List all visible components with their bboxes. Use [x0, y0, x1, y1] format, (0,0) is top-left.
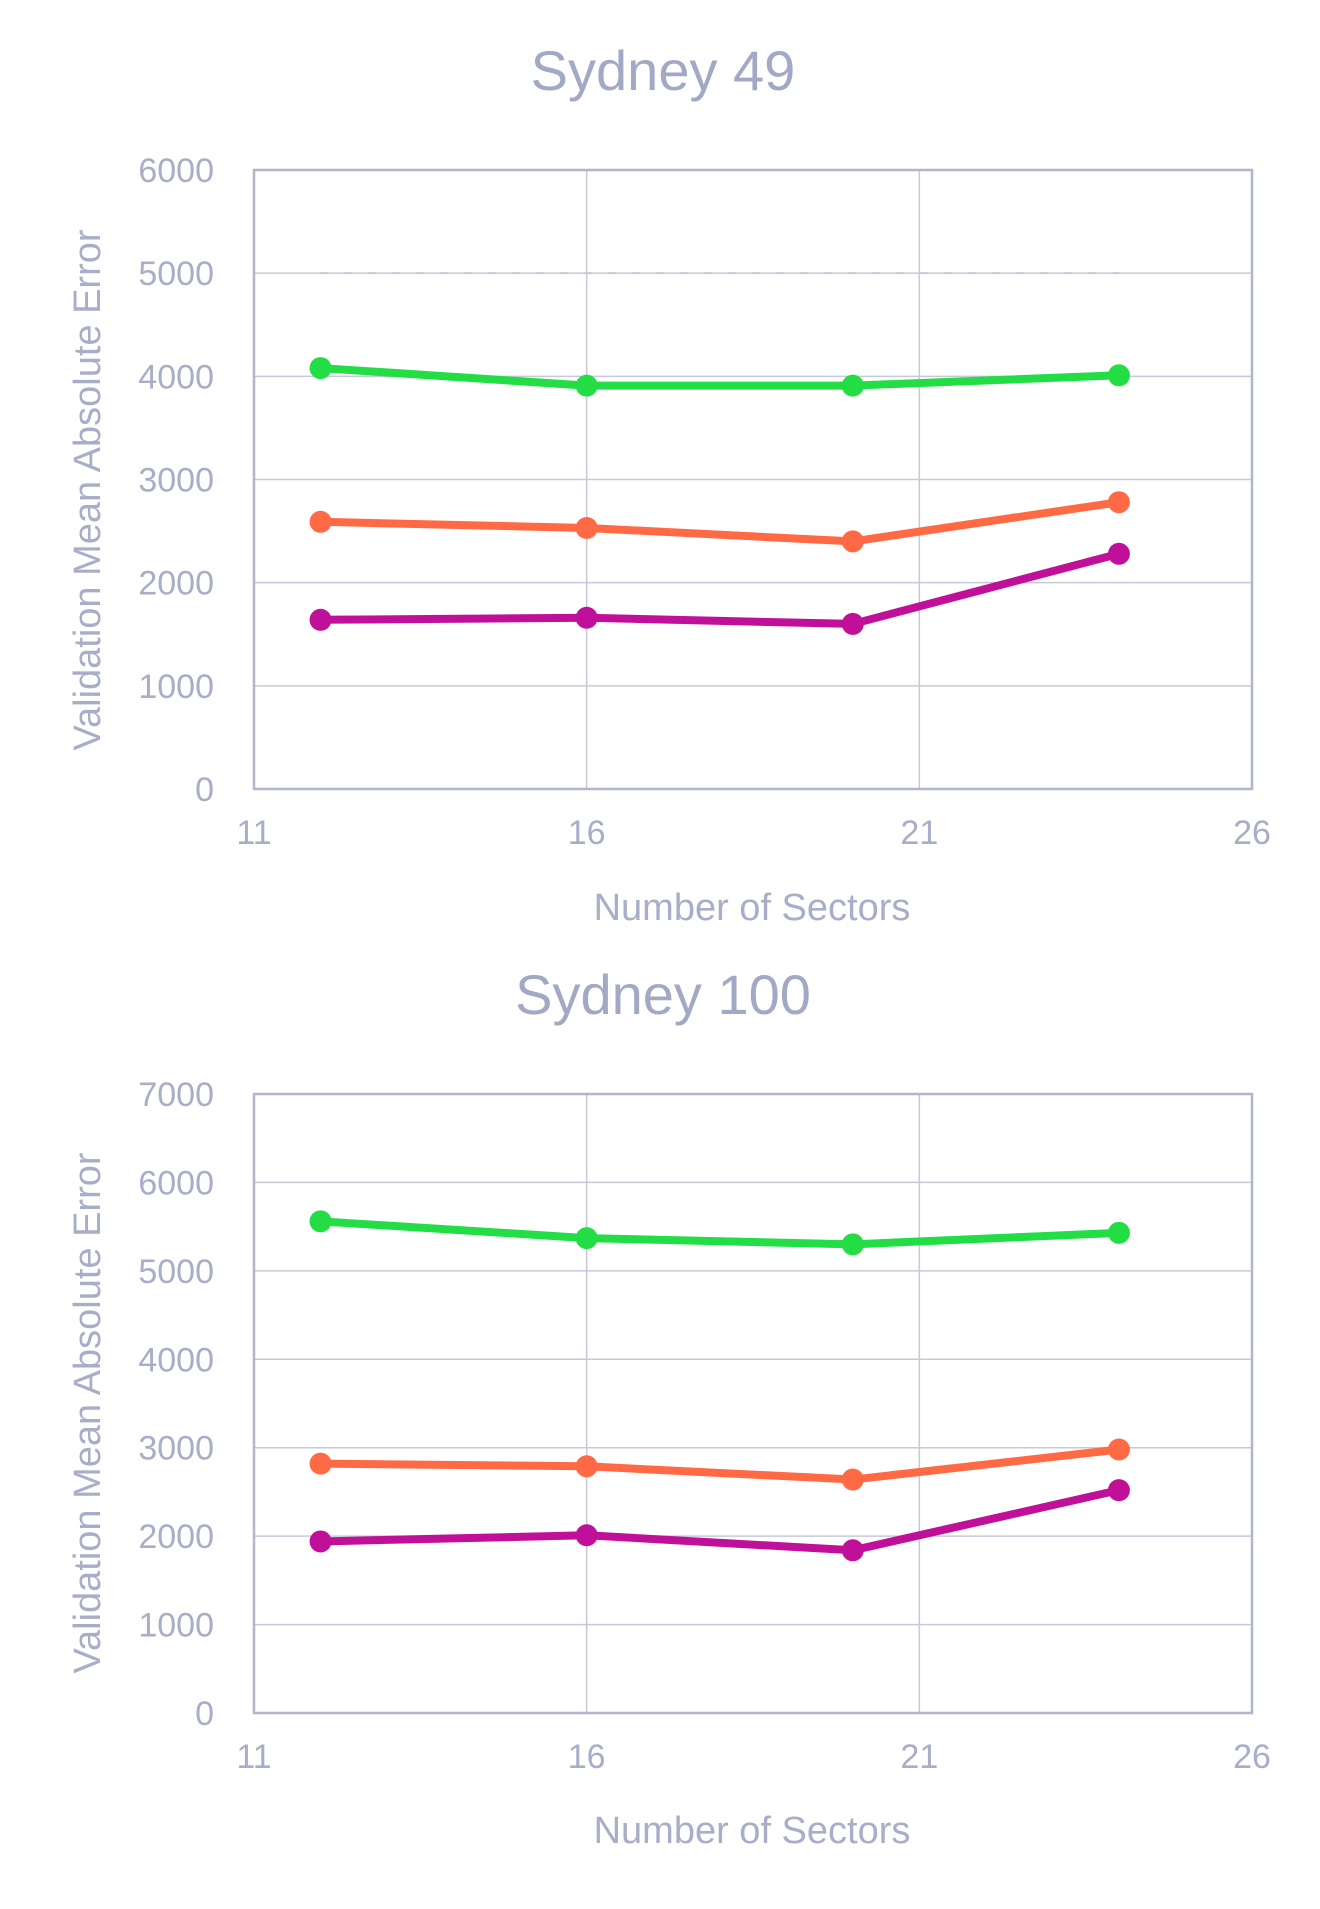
y-tick-label: 3000 [138, 462, 214, 500]
data-point [309, 1530, 332, 1553]
data-point [1107, 1221, 1130, 1244]
data-point [309, 1452, 332, 1475]
series-line [316, 498, 1123, 546]
chart-sydney-100: Sydney 100 Validation Mean Absolute Erro… [67, 963, 1271, 1852]
x-axis-label: Number of Sectors [594, 1810, 911, 1852]
series-line [316, 1445, 1123, 1484]
y-tick-label: 0 [195, 1695, 214, 1733]
y-tick-label: 1000 [138, 668, 214, 706]
x-tick-label: 26 [1233, 814, 1271, 852]
y-tick-label: 4000 [138, 1341, 214, 1379]
y-tick-label: 2000 [138, 565, 214, 603]
y-tick-label: 1000 [138, 1607, 214, 1645]
y-axis-label: Validation Mean Absolute Error [67, 1152, 109, 1673]
plot-frame [252, 1092, 1254, 1715]
x-axis-label: Number of Sectors [594, 887, 911, 929]
y-tick-label: 3000 [138, 1430, 214, 1468]
y-tick-label: 2000 [138, 1518, 214, 1556]
data-point [575, 374, 598, 397]
data-point [1107, 1438, 1130, 1461]
data-point [841, 1468, 864, 1491]
data-point [575, 1524, 598, 1547]
data-point [575, 516, 598, 539]
x-tick-label: 11 [236, 1738, 271, 1776]
data-point [309, 1210, 332, 1233]
plot-frame [252, 168, 1254, 791]
data-point [841, 374, 864, 397]
y-tick-label: 5000 [138, 255, 214, 293]
series-line [316, 1217, 1123, 1249]
x-tick-label: 16 [568, 814, 606, 852]
y-tick-label: 5000 [138, 1253, 214, 1291]
x-tick-label: 11 [236, 814, 271, 852]
y-tick-label: 6000 [138, 152, 214, 190]
chart-sydney-49: Sydney 49 Validation Mean Absolute Error… [67, 39, 1271, 929]
x-tick-label: 21 [900, 1738, 938, 1776]
data-point [1107, 491, 1130, 514]
series-line [316, 364, 1123, 390]
data-point [309, 510, 332, 533]
y-tick-label: 7000 [138, 1076, 214, 1114]
data-point [1107, 364, 1130, 387]
chart-title: Sydney 49 [531, 39, 796, 102]
y-axis-label: Validation Mean Absolute Error [67, 229, 109, 750]
data-point [841, 612, 864, 635]
x-tick-label: 26 [1233, 1738, 1271, 1776]
y-tick-label: 6000 [138, 1164, 214, 1202]
x-tick-label: 21 [900, 814, 938, 852]
y-tick-label: 4000 [138, 358, 214, 396]
data-point [1107, 542, 1130, 565]
data-point [575, 1227, 598, 1250]
data-point [575, 606, 598, 629]
data-point [309, 357, 332, 380]
data-point [575, 1455, 598, 1478]
series-line [316, 549, 1123, 628]
chart-title: Sydney 100 [515, 963, 811, 1026]
series-line [316, 1486, 1123, 1555]
data-point [1107, 1479, 1130, 1502]
data-point [841, 530, 864, 553]
data-point [309, 608, 332, 631]
data-point [841, 1233, 864, 1256]
x-tick-label: 16 [568, 1738, 606, 1776]
data-point [841, 1539, 864, 1562]
y-tick-label: 0 [195, 771, 214, 809]
